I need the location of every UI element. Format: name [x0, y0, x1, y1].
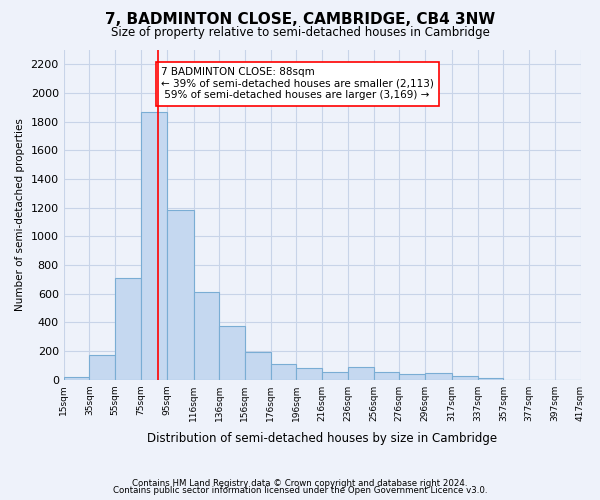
Bar: [322, 372, 348, 380]
Text: Contains HM Land Registry data © Crown copyright and database right 2024.: Contains HM Land Registry data © Crown c…: [132, 478, 468, 488]
Bar: [245, 352, 271, 380]
X-axis label: Distribution of semi-detached houses by size in Cambridge: Distribution of semi-detached houses by …: [147, 432, 497, 445]
Text: Contains public sector information licensed under the Open Government Licence v3: Contains public sector information licen…: [113, 486, 487, 495]
Bar: [452, 376, 478, 380]
Text: 7, BADMINTON CLOSE, CAMBRIDGE, CB4 3NW: 7, BADMINTON CLOSE, CAMBRIDGE, CB4 3NW: [105, 12, 495, 28]
Y-axis label: Number of semi-detached properties: Number of semi-detached properties: [15, 118, 25, 312]
Bar: [348, 367, 374, 380]
Bar: [141, 112, 167, 380]
Bar: [374, 372, 399, 380]
Bar: [167, 210, 194, 380]
Bar: [219, 326, 245, 380]
Bar: [478, 378, 503, 380]
Bar: [425, 373, 452, 380]
Bar: [271, 364, 296, 380]
Text: 7 BADMINTON CLOSE: 88sqm
← 39% of semi-detached houses are smaller (2,113)
 59% : 7 BADMINTON CLOSE: 88sqm ← 39% of semi-d…: [161, 67, 434, 100]
Text: Size of property relative to semi-detached houses in Cambridge: Size of property relative to semi-detach…: [110, 26, 490, 39]
Bar: [89, 354, 115, 380]
Bar: [115, 278, 141, 380]
Bar: [296, 368, 322, 380]
Bar: [64, 377, 89, 380]
Bar: [194, 292, 219, 380]
Bar: [399, 374, 425, 380]
